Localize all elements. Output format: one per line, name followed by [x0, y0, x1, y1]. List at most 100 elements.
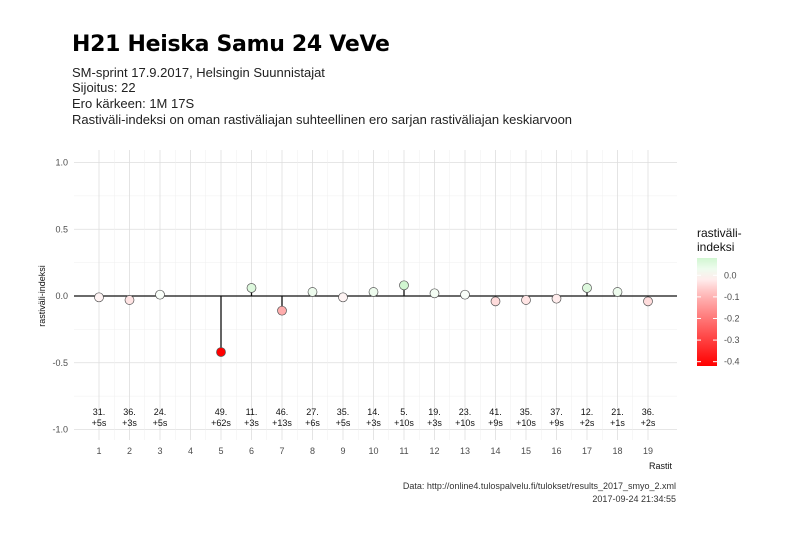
rank-label-control-18: 21. [611, 407, 624, 417]
diff-label-control-3: +5s [153, 418, 168, 428]
x-tick-label: 17 [582, 446, 592, 456]
x-tick-label: 18 [612, 446, 622, 456]
rank-label-control-16: 37. [550, 407, 563, 417]
rank-label-control-19: 36. [642, 407, 655, 417]
diff-label-control-13: +10s [455, 418, 475, 428]
point-labels: 31.+5s36.+3s24.+5s49.+62s11.+3s46.+13s27… [92, 407, 656, 428]
x-axis-ticks: 1 2 3 4 5 6 7 8 9 10 11 12 13 14 15 16 17 18 19 [96, 446, 653, 456]
point-control-6 [246, 283, 257, 293]
y-axis-title: rastiväli-indeksi [37, 265, 47, 327]
rank-label-control-7: 46. [276, 407, 289, 417]
point-control-5 [216, 347, 226, 357]
x-tick-label: 7 [279, 446, 284, 456]
rank-label-control-15: 35. [520, 407, 533, 417]
rank-label-control-3: 24. [154, 407, 167, 417]
diff-label-control-7: +13s [272, 418, 292, 428]
y-tick-label: -1.0 [52, 425, 68, 435]
legend-tick-label: -0.3 [724, 335, 740, 345]
point-control-16 [551, 293, 562, 304]
x-tick-label: 12 [429, 446, 439, 456]
x-tick-label: 3 [157, 446, 162, 456]
x-axis-title: Rastit [649, 461, 673, 471]
diff-label-control-8: +6s [305, 418, 320, 428]
point-control-1 [94, 292, 104, 303]
rank-label-control-2: 36. [123, 407, 136, 417]
x-tick-label: 13 [460, 446, 470, 456]
point-control-15 [521, 295, 531, 305]
x-tick-label: 19 [643, 446, 653, 456]
point-control-10 [368, 287, 379, 297]
x-tick-label: 10 [368, 446, 378, 456]
point-control-3 [155, 289, 165, 300]
legend-tick-label: -0.2 [724, 313, 740, 323]
diff-label-control-11: +10s [394, 418, 414, 428]
legend-tick-label: 0.0 [724, 270, 737, 280]
diff-label-control-17: +2s [580, 418, 595, 428]
rank-label-control-12: 19. [428, 407, 441, 417]
diff-label-control-5: +62s [211, 418, 231, 428]
rank-label-control-5: 49. [215, 407, 228, 417]
rank-label-control-10: 14. [367, 407, 380, 417]
x-tick-label: 1 [96, 446, 101, 456]
y-axis-ticks: -1.0 -0.5 0.0 0.5 1.0 [52, 158, 68, 435]
diff-label-control-10: +3s [366, 418, 381, 428]
point-control-11 [399, 280, 409, 291]
legend-title-line-1: rastiväli- [697, 226, 742, 240]
diff-label-control-12: +3s [427, 418, 442, 428]
data-source-caption: Data: http://online4.tulospalvelu.fi/tul… [402, 481, 676, 491]
point-control-17 [582, 283, 592, 293]
color-legend: rastiväli- indeksi 0.0 -0.1 -0.2 -0.3 -0.4 [697, 226, 742, 367]
rank-label-control-8: 27. [306, 407, 319, 417]
chart-title: H21 Heiska Samu 24 VeVe [72, 32, 390, 57]
legend-tick-label: -0.4 [724, 357, 740, 367]
rank-label-control-13: 23. [459, 407, 472, 417]
rank-label-control-14: 41. [489, 407, 502, 417]
diff-label-control-18: +1s [610, 418, 625, 428]
point-control-13 [460, 289, 470, 300]
diff-label-control-19: +2s [641, 418, 656, 428]
y-tick-label: -0.5 [52, 358, 68, 368]
point-control-18 [612, 287, 623, 297]
x-tick-label: 9 [340, 446, 345, 456]
subtitle-description: Rastiväli-indeksi on oman rastiväliajan … [72, 112, 573, 127]
point-control-19 [643, 296, 653, 307]
x-tick-label: 6 [249, 446, 254, 456]
subtitle-event: SM-sprint 17.9.2017, Helsingin Suunnista… [72, 65, 325, 80]
x-tick-label: 2 [127, 446, 132, 456]
timestamp-caption: 2017-09-24 21:34:55 [592, 494, 676, 504]
rank-label-control-6: 11. [246, 407, 258, 417]
data-points [94, 280, 653, 357]
point-control-14 [490, 296, 501, 307]
rank-label-control-1: 31. [93, 407, 106, 417]
x-tick-label: 11 [399, 446, 408, 456]
diff-label-control-9: +5s [336, 418, 351, 428]
point-control-12 [429, 288, 440, 299]
legend-colorbar [697, 258, 717, 366]
x-tick-label: 4 [188, 446, 193, 456]
point-control-7 [277, 305, 287, 316]
diff-label-control-15: +10s [516, 418, 536, 428]
diff-label-control-1: +5s [92, 418, 107, 428]
legend-ticks: 0.0 -0.1 -0.2 -0.3 -0.4 [697, 270, 740, 367]
x-tick-label: 8 [310, 446, 315, 456]
y-tick-label: 0.5 [55, 224, 68, 234]
diff-label-control-14: +9s [488, 418, 503, 428]
x-tick-label: 16 [551, 446, 561, 456]
x-tick-label: 5 [218, 446, 223, 456]
point-control-2 [124, 295, 135, 305]
rank-label-control-11: 5. [400, 407, 408, 417]
x-tick-label: 14 [490, 446, 500, 456]
subtitle-gap: Ero kärkeen: 1M 17S [72, 96, 195, 111]
diff-label-control-2: +3s [122, 418, 137, 428]
diff-label-control-6: +3s [244, 418, 259, 428]
rank-label-control-17: 12. [581, 407, 594, 417]
subtitle-rank: Sijoitus: 22 [72, 80, 136, 95]
x-tick-label: 15 [521, 446, 531, 456]
point-control-9 [338, 292, 348, 303]
y-tick-label: 1.0 [55, 158, 68, 168]
point-control-8 [307, 287, 318, 297]
y-tick-label: 0.0 [55, 291, 68, 301]
legend-tick-label: -0.1 [724, 292, 740, 302]
legend-title-line-2: indeksi [697, 240, 734, 254]
